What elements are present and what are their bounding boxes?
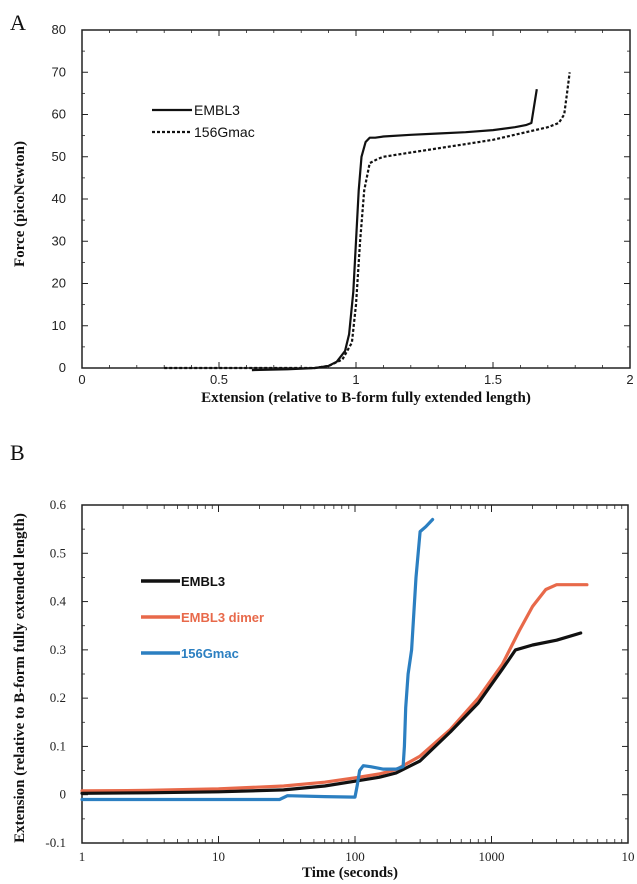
panel-a-y-tick-label: 20 [52,276,66,291]
panel-a-legend: EMBL3 156Gmac [152,102,255,140]
panel-b-legend-label: 156Gmac [181,646,239,661]
panel-a-series-line-156gmac [164,72,571,370]
panel-a-y-tick-label: 60 [52,107,66,122]
panel-a-y-tick-label: 50 [52,149,66,164]
panel-b-x-tick-label: 10 [622,849,635,864]
panel-b-series-line-embl3-dimer [80,583,589,793]
panel-a-y-tick-label: 10 [52,318,66,333]
panel-b-legend-label: EMBL3 dimer [181,610,264,625]
panel-b-y-tick-label: -0.1 [45,835,66,850]
panel-b-x-tick-label: 1000 [479,849,505,864]
panel-b-y-tick-label: 0.5 [50,545,66,560]
panel-b-legend-label: EMBL3 [181,574,225,589]
panel-a-y-tick-label: 30 [52,233,66,248]
panel-b-x-tick-label: 100 [345,849,365,864]
panel-a-x-tick-label: 1 [352,372,359,387]
panel-b-y-tick-label: 0.6 [50,497,67,512]
panel-b-y-tick-label: 0.2 [50,690,66,705]
panel-b-x-tick-label: 10 [212,849,225,864]
panel-a-x-tick-label: 2 [626,372,633,387]
panel-a-y-tick-label: 40 [52,191,66,206]
panel-b-y-axis-title: Extension (relative to B-form fully exte… [12,513,28,843]
panel-a-legend-label: 156Gmac [194,124,255,140]
panel-a-plot-frame [81,29,631,369]
panel-b-y-tick-label: 0.4 [50,594,67,609]
panel-a-y-tick-label: 70 [52,64,66,79]
panel-b-y-tick-label: 0.3 [50,642,66,657]
panel-a-x-tick-label: 0.5 [210,372,228,387]
panel-a-y-axis-title: Force (picoNewton) [12,141,28,267]
panel-a-x-tick-label: 1.5 [484,372,502,387]
panel-b-series-line-156gmac [80,517,435,802]
panel-a-y-tick-label: 80 [52,22,66,37]
panel-a-series-line-embl3 [251,89,538,372]
panel-a-x-tick-label: 0 [78,372,85,387]
panel-label-b: B [10,440,25,465]
panel-b-series-line-embl3 [80,631,583,795]
panel-a-x-axis-title: Extension (relative to B-form fully exte… [201,390,531,406]
panel-b-y-tick-label: 0 [60,787,67,802]
panel-label-a: A [10,10,26,35]
panel-b-x-tick-label: 1 [79,849,86,864]
panel-b-x-axis-title: Time (seconds) [302,865,398,881]
panel-a-legend-label: EMBL3 [194,102,240,118]
panel-a-y-tick-label: 0 [59,360,66,375]
panel-b-chart: 1101001000104-0.100.10.20.30.40.50.6 EMB… [12,497,635,881]
panel-b-legend: EMBL3 EMBL3 dimer 156Gmac [141,574,264,661]
panel-b-y-tick-label: 0.1 [50,738,66,753]
